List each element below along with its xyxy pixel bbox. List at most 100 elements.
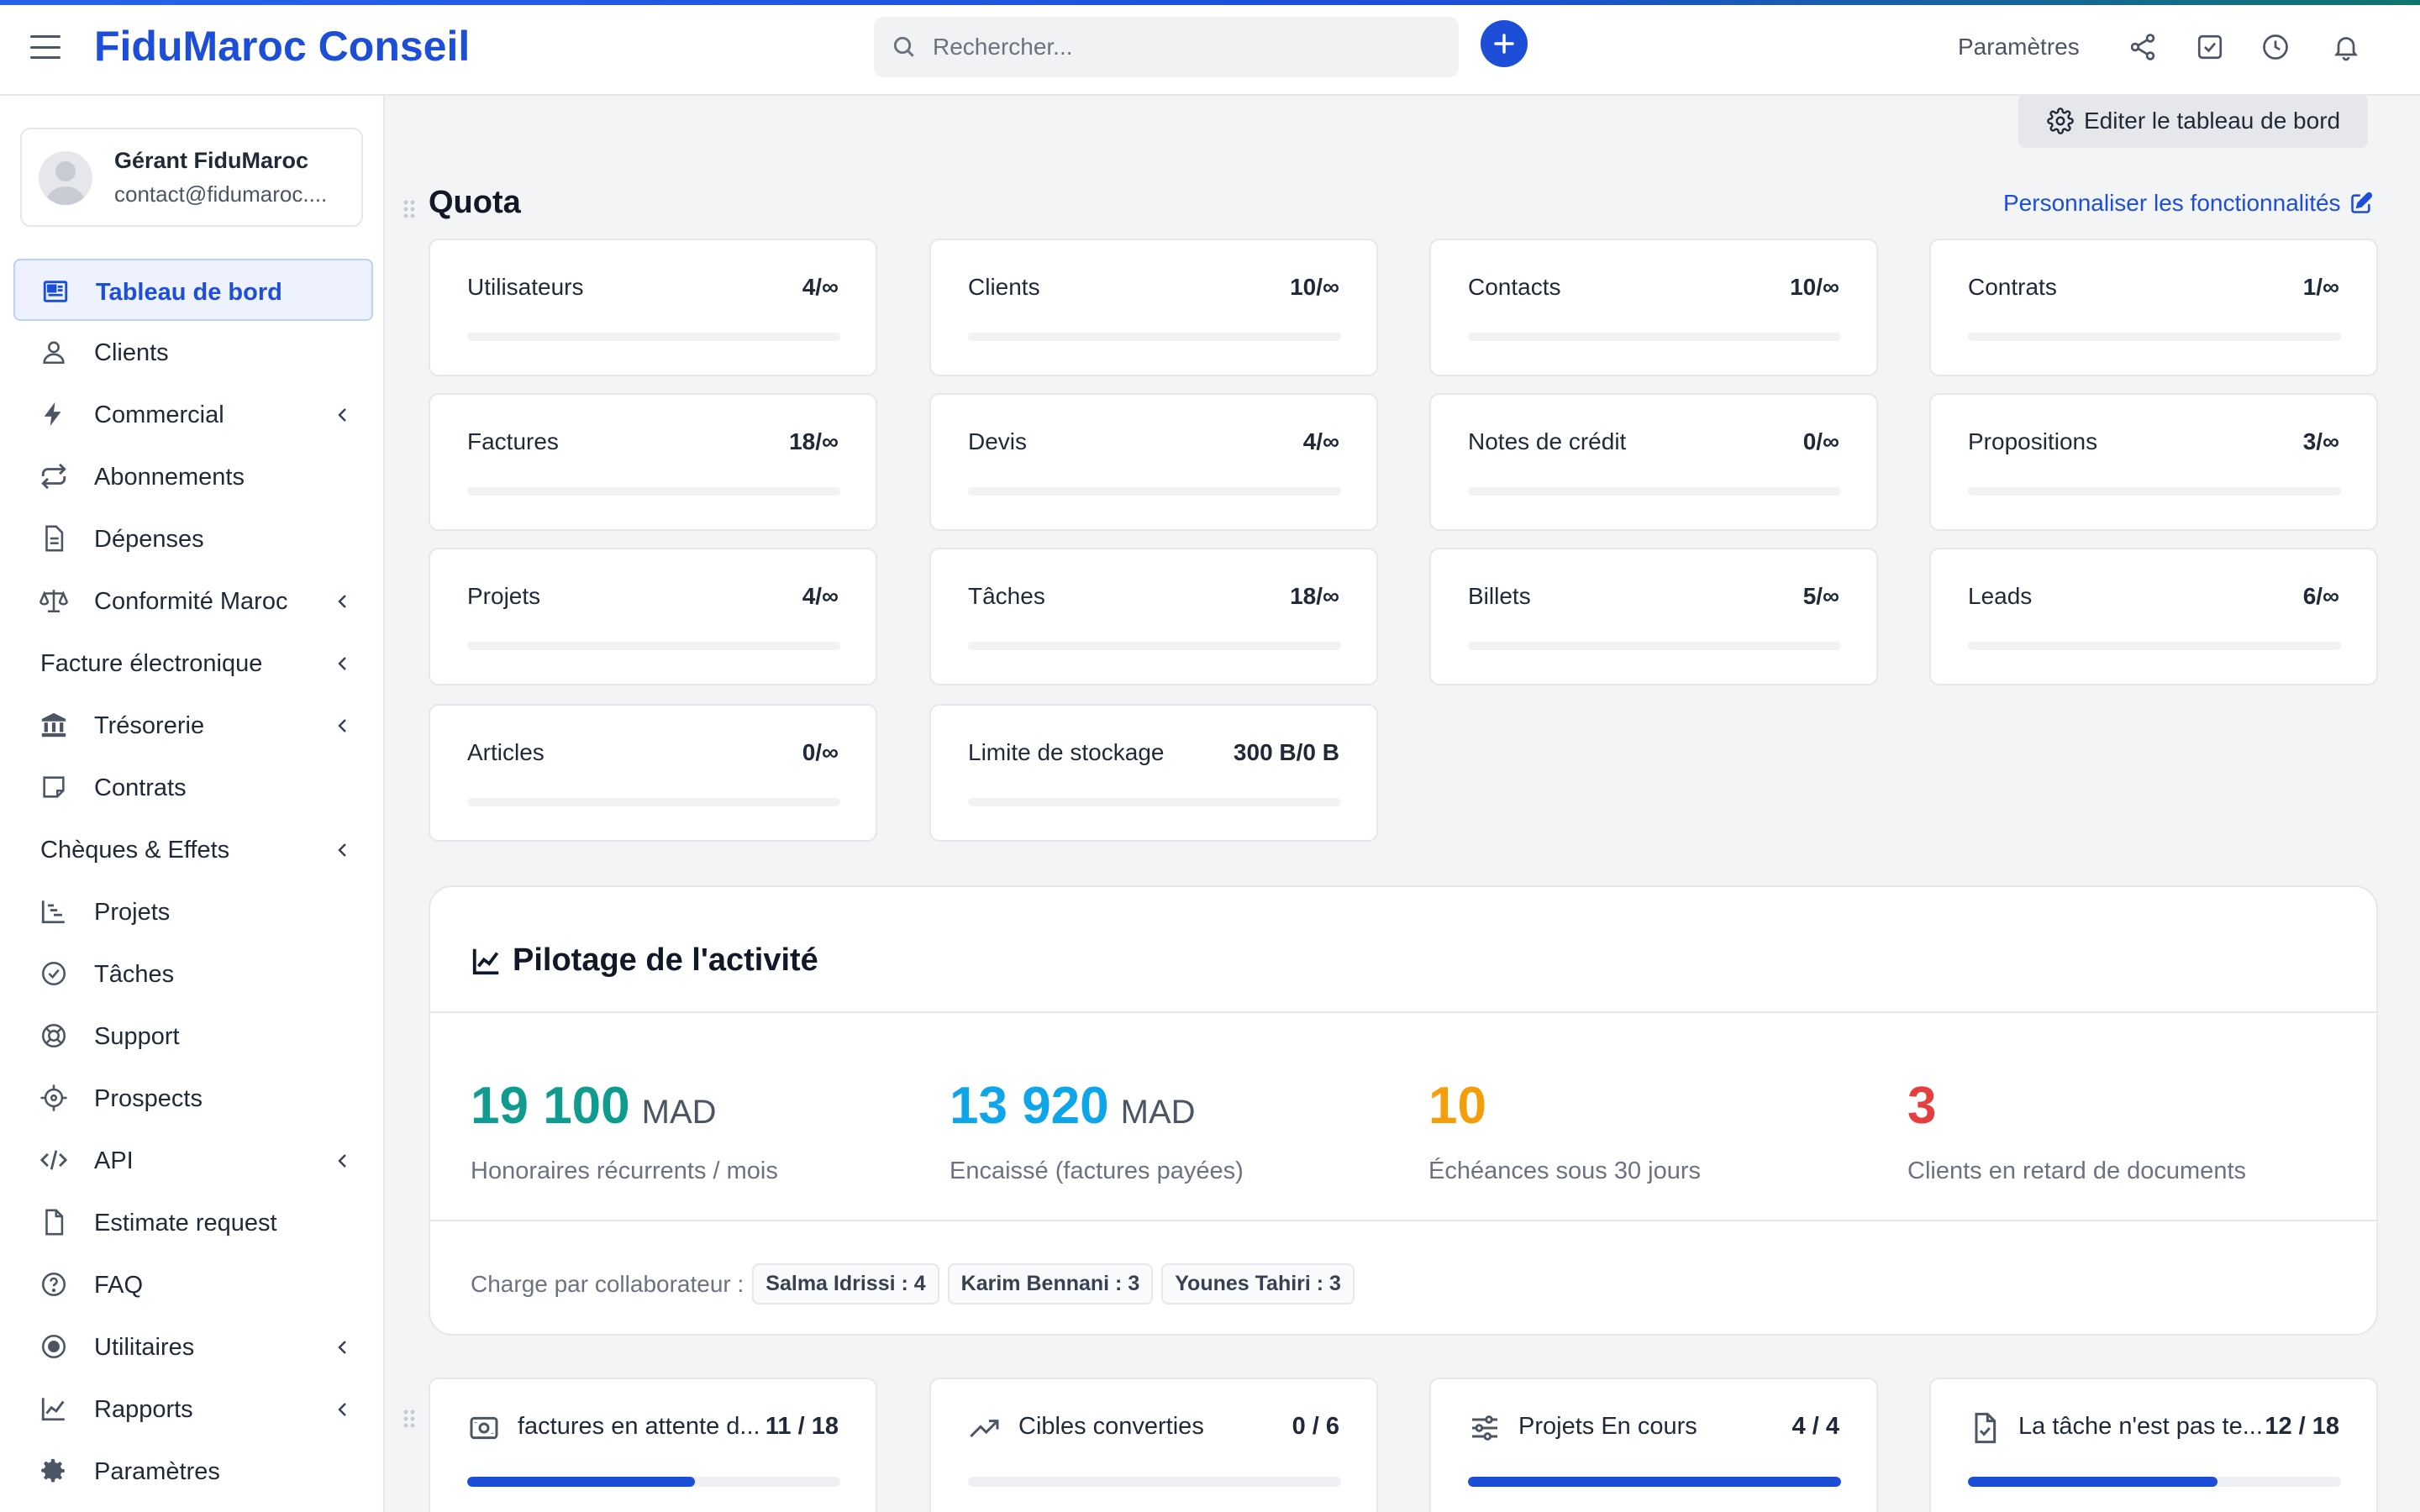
trend-up-icon: [970, 1420, 999, 1438]
sidebar-item-projets[interactable]: Projets: [13, 880, 373, 942]
sidebar-item-support[interactable]: Support: [13, 1005, 373, 1067]
sidebar-item-parametres[interactable]: Paramètres: [13, 1440, 373, 1502]
share-icon[interactable]: [2126, 30, 2160, 64]
quota-card-utilisateurs: Utilisateurs 4/∞: [429, 239, 877, 376]
drag-handle-icon[interactable]: [402, 198, 417, 220]
kpi-value: 19 100: [471, 1077, 630, 1135]
stat-progress-bar: [968, 1477, 1341, 1487]
quota-value: 18/∞: [1290, 583, 1339, 609]
quota-progress-bar: [1468, 642, 1841, 650]
sidebar-item-abonnements[interactable]: Abonnements: [13, 445, 373, 507]
stat-label: factures en attente d...: [518, 1413, 760, 1440]
dashboard-icon: [40, 276, 71, 307]
kpi-unit: MAD: [1120, 1094, 1196, 1131]
sidebar-item-label: Tableau de bord: [96, 279, 282, 306]
lifebuoy-icon: [39, 1021, 69, 1051]
sidebar-item-contrats[interactable]: Contrats: [13, 756, 373, 818]
quota-value: 0/∞: [802, 739, 839, 765]
stat-value: 4 / 4: [1791, 1413, 1839, 1440]
sidebar-item-cheques-effets[interactable]: Chèques & Effets: [13, 818, 373, 880]
stat-label: La tâche n'est pas te...: [2018, 1413, 2263, 1440]
sidebar-item-label: Dépenses: [94, 526, 204, 553]
stat-progress-fill: [467, 1477, 695, 1487]
search-box[interactable]: [874, 17, 1459, 77]
stat-label: Cibles converties: [1018, 1413, 1204, 1440]
kpi-label: Encaissé (factures payées): [950, 1158, 1244, 1184]
collaborator-chip[interactable]: Younes Tahiri : 3: [1161, 1263, 1355, 1305]
sidebar-item-conformite-maroc[interactable]: Conformité Maroc: [13, 570, 373, 632]
repeat-icon: [39, 461, 69, 491]
sidebar-item-utilitaires[interactable]: Utilitaires: [13, 1315, 373, 1378]
stat-card-cibles-converties[interactable]: Cibles converties 0 / 6: [929, 1378, 1378, 1512]
quota-value: 4/∞: [802, 583, 839, 609]
quota-card-leads: Leads 6/∞: [1929, 548, 2378, 685]
chevron-left-icon: [338, 1341, 346, 1354]
quota-label: Articles: [467, 739, 544, 765]
sidebar-item-facture-electronique[interactable]: Facture électronique: [13, 632, 373, 694]
kpi-label: Échéances sous 30 jours: [1428, 1158, 1702, 1184]
header-settings-link[interactable]: Paramètres: [1958, 34, 2080, 60]
sidebar-item-estimate-request[interactable]: Estimate request: [13, 1191, 373, 1253]
sidebar-item-tresorerie[interactable]: Trésorerie: [13, 694, 373, 756]
sidebar-item-clients[interactable]: Clients: [13, 321, 373, 383]
top-header: FiduMaroc Conseil Paramètres: [0, 5, 2420, 96]
hamburger-menu-icon[interactable]: [30, 35, 60, 59]
stat-card-factures-en-attente[interactable]: factures en attente d... 11 / 18: [429, 1378, 877, 1512]
clock-icon[interactable]: [2259, 30, 2292, 64]
stat-card-projets-en-cours[interactable]: Projets En cours 4 / 4: [1429, 1378, 1878, 1512]
sidebar-item-depenses[interactable]: Dépenses: [13, 507, 373, 570]
scale-icon: [39, 585, 69, 616]
quota-card-projets: Projets 4/∞: [429, 548, 877, 685]
edit-dashboard-button[interactable]: Editer le tableau de bord: [2018, 94, 2368, 148]
file-check-icon: [1975, 1412, 1996, 1444]
sidebar: Gérant FiduMaroc contact@fidumaroc.... T…: [0, 96, 385, 1512]
stat-card-taches-non-terminees[interactable]: La tâche n'est pas te... 12 / 18: [1929, 1378, 2378, 1512]
quota-progress-bar: [1968, 333, 2341, 341]
sidebar-item-rapports[interactable]: Rapports: [13, 1378, 373, 1440]
search-input[interactable]: [933, 17, 1437, 77]
quota-value: 10/∞: [1790, 274, 1839, 300]
stat-progress-fill: [1968, 1477, 2218, 1487]
sidebar-item-label: Tâches: [94, 961, 175, 988]
code-icon: [39, 1145, 69, 1175]
sidebar-item-commercial[interactable]: Commercial: [13, 383, 373, 445]
collaborator-chip[interactable]: Salma Idrissi : 4: [752, 1263, 939, 1305]
bank-icon: [39, 710, 69, 740]
quick-add-button[interactable]: [1481, 20, 1528, 67]
sidebar-item-label: Facture électronique: [40, 650, 263, 677]
sidebar-item-label: Paramètres: [94, 1458, 220, 1485]
quota-card-taches: Tâches 18/∞: [929, 548, 1378, 685]
invoice-icon: [470, 1416, 498, 1440]
quota-card-propositions: Propositions 3/∞: [1929, 393, 2378, 531]
pilotage-footer: Charge par collaborateur : Salma Idrissi…: [430, 1220, 2376, 1337]
sidebar-item-prospects[interactable]: Prospects: [13, 1067, 373, 1129]
quota-value: 10/∞: [1290, 274, 1339, 300]
quota-card-contacts: Contacts 10/∞: [1429, 239, 1878, 376]
sidebar-item-faq[interactable]: FAQ: [13, 1253, 373, 1315]
quota-label: Tâches: [968, 583, 1045, 609]
line-chart-icon: [39, 1394, 69, 1424]
stat-value: 12 / 18: [2265, 1413, 2339, 1440]
customize-features-link[interactable]: Personnaliser les fonctionnalités: [2003, 190, 2373, 217]
sidebar-item-taches[interactable]: Tâches: [13, 942, 373, 1005]
sidebar-item-label: Projets: [94, 899, 171, 926]
kpi-honoraires: 19 100 MAD Honoraires récurrents / mois: [471, 1080, 778, 1185]
sidebar-item-api[interactable]: API: [13, 1129, 373, 1191]
drag-handle-icon[interactable]: [402, 1408, 417, 1430]
stat-label: Projets En cours: [1518, 1413, 1697, 1440]
quota-label: Notes de crédit: [1468, 428, 1627, 454]
collaborator-chip[interactable]: Karim Bennani : 3: [947, 1263, 1154, 1305]
quota-progress-bar: [1968, 487, 2341, 496]
sidebar-item-tableau-de-bord[interactable]: Tableau de bord: [13, 259, 373, 321]
gear-icon: [39, 1456, 69, 1486]
top-accent-line: [0, 0, 2420, 5]
checkbox-icon[interactable]: [2193, 30, 2227, 64]
chart-steps-icon: [39, 896, 69, 927]
quota-card-devis: Devis 4/∞: [929, 393, 1378, 531]
charge-label: Charge par collaborateur :: [471, 1270, 744, 1297]
crosshair-icon: [39, 1083, 69, 1113]
bell-icon[interactable]: [2329, 30, 2363, 64]
sidebar-nav: Tableau de bord Clients Commercial Abonn…: [13, 259, 373, 1502]
app-brand[interactable]: FiduMaroc Conseil: [94, 23, 471, 70]
user-profile-card[interactable]: Gérant FiduMaroc contact@fidumaroc....: [20, 128, 363, 227]
